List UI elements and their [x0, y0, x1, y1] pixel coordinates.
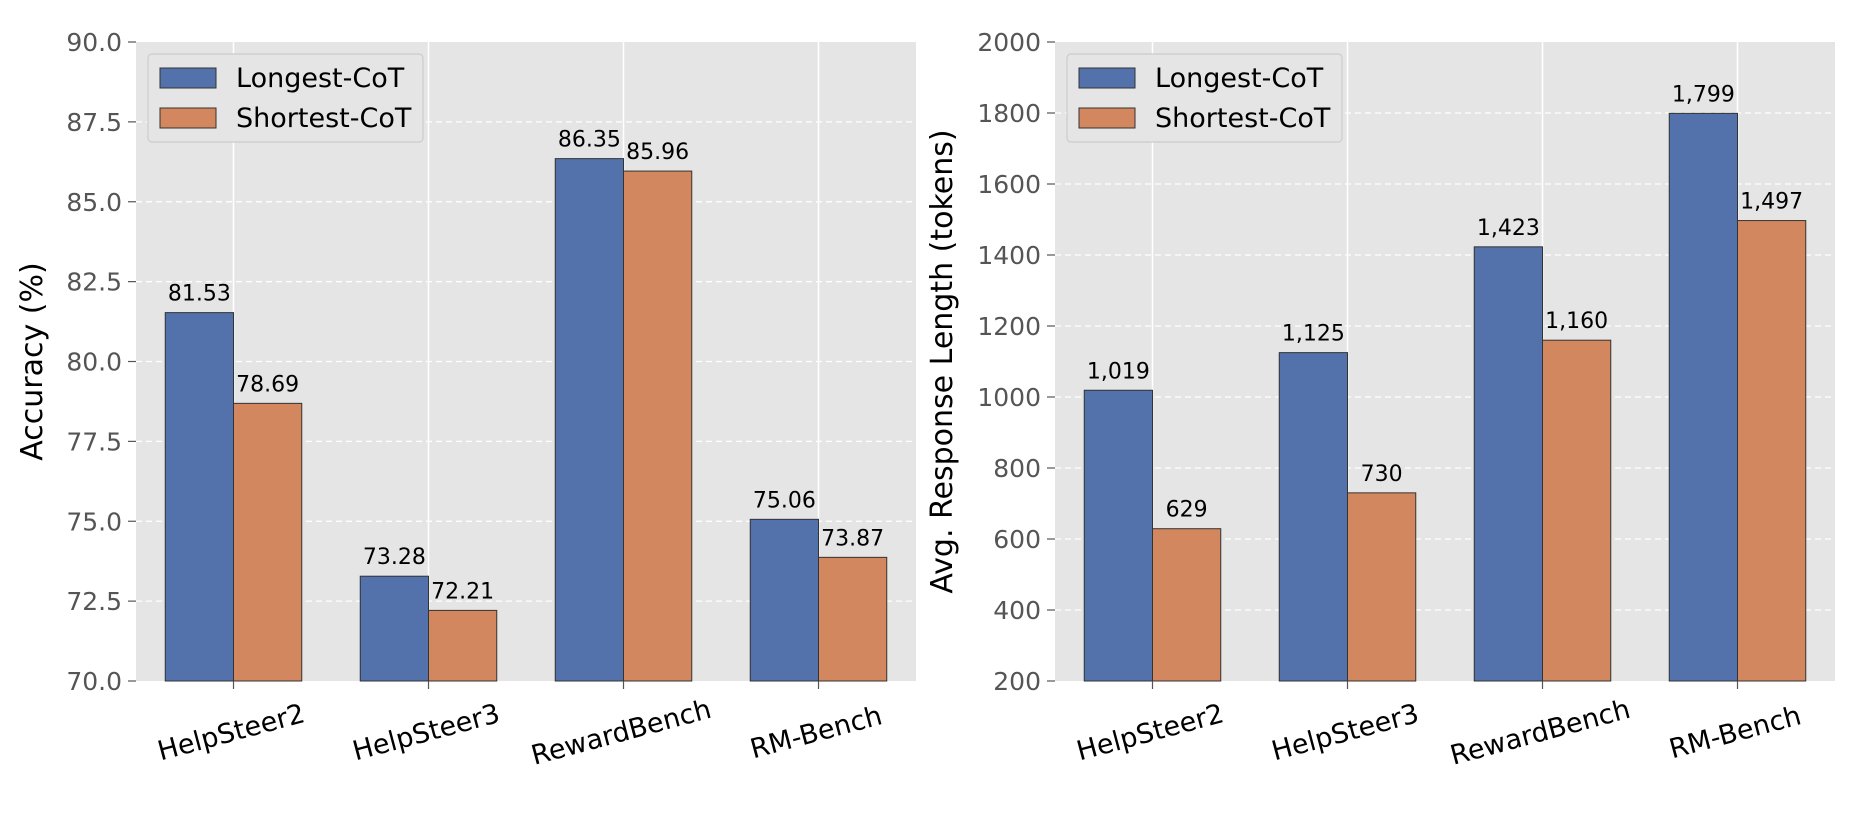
y-axis-label: Accuracy (%): [15, 262, 50, 460]
x-tick-label: RM-Bench: [1666, 700, 1804, 765]
bar-shortest-cot: [428, 609, 498, 682]
y-tick-label: 85.0: [66, 188, 122, 217]
x-tick-label: RewardBench: [528, 694, 714, 772]
bar-longest-cot: [1473, 246, 1543, 682]
y-tick-label: 1400: [977, 241, 1041, 270]
bar-shortest-cot: [1737, 220, 1807, 682]
bar-value-label: 72.21: [431, 579, 494, 604]
bar-value-label: 730: [1361, 462, 1403, 487]
legend-swatch: [1078, 107, 1136, 129]
legend-swatch: [1078, 67, 1136, 89]
legend-label: Shortest-CoT: [236, 103, 412, 134]
y-axis-label: Avg. Response Length (tokens): [925, 129, 960, 593]
y-tick-label: 70.0: [66, 667, 122, 696]
y-tick-label: 1800: [977, 99, 1041, 128]
bar-shortest-cot: [1347, 492, 1417, 682]
y-tick-label: 1000: [977, 383, 1041, 412]
bar-value-label: 85.96: [626, 140, 689, 165]
y-tick-label: 600: [993, 525, 1041, 554]
x-tick-label: RM-Bench: [747, 700, 885, 765]
legend-box: [147, 53, 424, 143]
bar-longest-cot: [164, 312, 234, 682]
bar-value-label: 73.28: [363, 545, 426, 570]
y-tick-label: 87.5: [66, 108, 122, 137]
x-tick-label: HelpSteer3: [1268, 698, 1422, 767]
bar-longest-cot: [749, 518, 819, 682]
bar-value-label: 1,160: [1545, 309, 1608, 334]
bar-value-label: 78.69: [236, 372, 299, 397]
y-tick-label: 77.5: [66, 427, 122, 456]
y-tick-label: 800: [993, 454, 1041, 483]
bar-value-label: 81.53: [168, 282, 231, 307]
x-tick-label: HelpSteer3: [349, 698, 503, 767]
legend-swatch: [159, 67, 217, 89]
bar-value-label: 75.06: [753, 488, 816, 513]
legend-label: Longest-CoT: [236, 63, 405, 94]
bar-value-label: 86.35: [558, 128, 621, 153]
chart-1: 70.0 72.5 75.0 77.5 80.0 82.5 85.0 87.5 90.0 81.5…: [15, 28, 916, 772]
y-tick-label: 1200: [977, 312, 1041, 341]
x-tick-label: RewardBench: [1447, 694, 1633, 772]
bar-value-label: 1,125: [1282, 322, 1345, 347]
y-tick-label: 90.0: [66, 28, 122, 57]
bar-shortest-cot: [623, 170, 693, 682]
bar-shortest-cot: [1152, 528, 1222, 682]
bar-shortest-cot: [233, 402, 303, 682]
y-tick-label: 400: [993, 596, 1041, 625]
x-tick-label: HelpSteer2: [1073, 698, 1227, 767]
y-tick-label: 80.0: [66, 348, 122, 377]
bar-longest-cot: [1278, 352, 1348, 682]
chart-2: 200 400 600 800 1000 1200 1400 1600 1800 2000 1,01…: [925, 28, 1835, 772]
bar-value-label: 1,423: [1477, 216, 1540, 241]
y-tick-label: 82.5: [66, 268, 122, 297]
legend: Longest-CoT Shortest-CoT: [147, 53, 424, 143]
x-tick-label: HelpSteer2: [154, 698, 308, 767]
y-tick-label: 200: [993, 667, 1041, 696]
bar-value-label: 1,497: [1740, 190, 1803, 215]
y-tick-label: 72.5: [66, 587, 122, 616]
bar-shortest-cot: [818, 556, 888, 682]
bar-value-label: 73.87: [821, 526, 884, 551]
legend-label: Longest-CoT: [1155, 63, 1324, 94]
legend-label: Shortest-CoT: [1155, 103, 1331, 134]
bar-shortest-cot: [1542, 339, 1612, 682]
bar-longest-cot: [359, 575, 429, 682]
bar-longest-cot: [1668, 112, 1738, 682]
legend-swatch: [159, 107, 217, 129]
legend: Longest-CoT Shortest-CoT: [1066, 53, 1343, 143]
y-tick-label: 2000: [977, 28, 1041, 57]
bar-longest-cot: [1083, 389, 1153, 682]
bar-value-label: 1,799: [1672, 82, 1735, 107]
bar-value-label: 629: [1166, 498, 1208, 523]
bar-longest-cot: [554, 158, 624, 682]
y-tick-label: 75.0: [66, 507, 122, 536]
legend-box: [1066, 53, 1343, 143]
y-tick-label: 1600: [977, 170, 1041, 199]
bar-value-label: 1,019: [1087, 359, 1150, 384]
